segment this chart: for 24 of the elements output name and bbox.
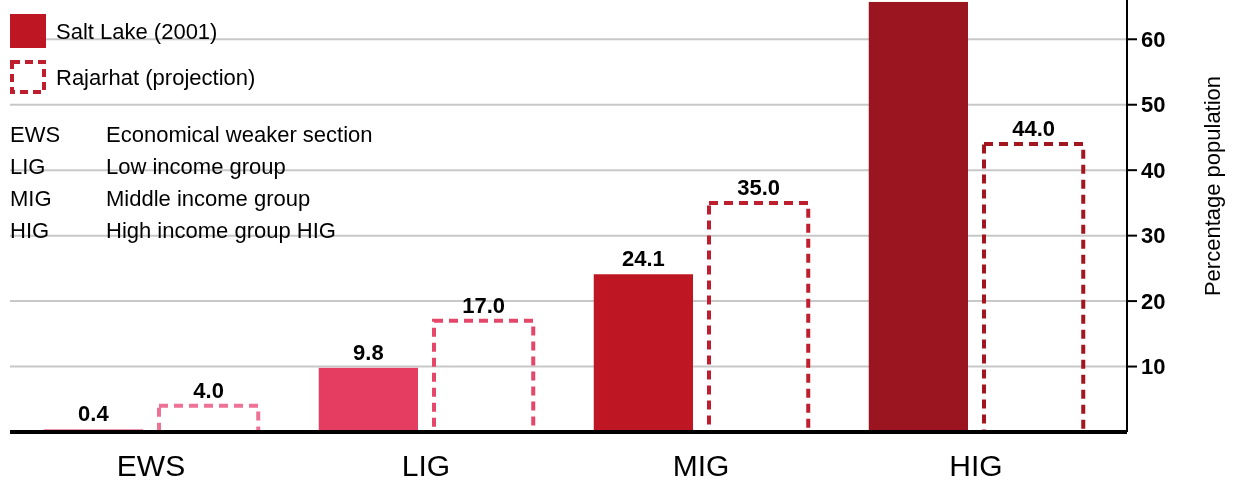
data-label: 9.8 [353, 339, 384, 365]
text: EWS Economical weaker section [10, 121, 373, 147]
legend-label: Salt Lake (2001) [56, 18, 218, 44]
text: HIG High income group HIG [10, 217, 336, 243]
x-tick-label: EWS [116, 449, 186, 481]
data-label: 0.4 [78, 401, 110, 427]
y-tick-label: 20 [1141, 288, 1166, 314]
y-tick-label: 60 [1141, 26, 1166, 52]
data-label: 24.1 [621, 246, 665, 272]
data-label: 4.0 [193, 377, 224, 403]
data-label: 17.0 [462, 292, 506, 318]
y-tick-label: 40 [1141, 157, 1166, 183]
legend-label: Rajarhat (projection) [56, 64, 256, 90]
y-tick-label: 50 [1141, 92, 1166, 118]
x-tick-label: MIG [672, 449, 730, 481]
text: LIG Low income group [10, 153, 286, 179]
y-tick-label: 30 [1141, 223, 1166, 249]
y-tick-label: 10 [1141, 354, 1166, 380]
y-axis-title: Percentage population [1200, 75, 1225, 297]
text: MIG Middle income group [10, 185, 311, 211]
x-tick-label: HIG [949, 449, 1003, 481]
data-label: 44.0 [1012, 116, 1056, 141]
x-tick-label: LIG [401, 449, 451, 481]
data-label: 35.0 [737, 174, 781, 200]
